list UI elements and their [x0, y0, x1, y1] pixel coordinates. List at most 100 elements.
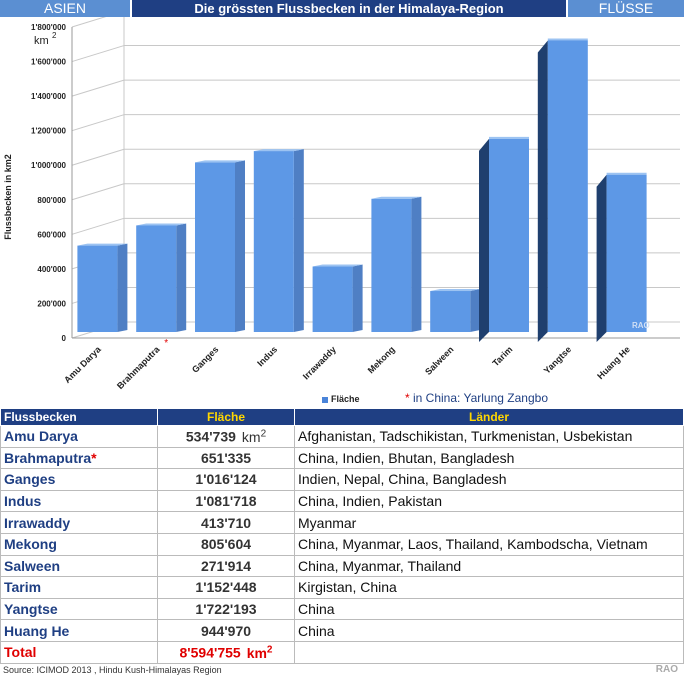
chart-watermark: RAO	[632, 321, 650, 330]
bar-top	[489, 136, 529, 139]
y-tick-label: 1'200'000	[31, 127, 67, 136]
watermark: RAO	[655, 664, 678, 675]
x-tick-label: Ganges	[190, 344, 220, 374]
area-value: 944'970	[200, 622, 252, 639]
area-value: 1'722'193	[195, 601, 257, 618]
area-cell: 944'970	[157, 619, 295, 642]
area-value: 271'914	[200, 557, 252, 574]
bar-top	[195, 160, 245, 163]
area-value: 1'016'124	[195, 471, 257, 488]
total-countries	[294, 640, 684, 664]
bar-chart: 0 200'000 400'000 600'000 800'000 1'000'000 1'…	[3, 17, 680, 391]
area-cell: 805'604	[157, 532, 295, 556]
river-name: Amu Darya	[4, 428, 78, 445]
river-name: Yangtse	[4, 601, 58, 618]
x-tick-label: Mekong	[366, 344, 397, 375]
countries-cell: Myanmar	[294, 511, 684, 534]
x-tick-label: Salween	[423, 344, 456, 377]
data-table: Flussbecken Fläche Länder Amu Darya 534'7…	[0, 408, 684, 664]
area-value: 413'710	[200, 514, 252, 531]
bar-top	[136, 223, 187, 226]
area-unit: km2	[241, 427, 267, 445]
bar-side	[411, 196, 422, 332]
footnote-marker: *	[164, 338, 168, 349]
unit-sup: 2	[260, 427, 267, 439]
bar	[312, 266, 353, 332]
river-name-cell: Brahmaputra*	[0, 446, 158, 470]
area-cell: 271'914	[157, 554, 295, 578]
area-cell: 1'722'193	[157, 597, 295, 621]
river-name-cell: Irrawaddy	[0, 511, 158, 534]
river-name: Irrawaddy	[4, 514, 71, 531]
river-name-cell: Mekong	[0, 532, 158, 556]
x-tick-label: Brahmaputra	[115, 344, 162, 391]
gridline-perspective	[71, 217, 125, 235]
y-tick-label: 1'000'000	[31, 161, 67, 170]
gridline-perspective	[71, 114, 125, 132]
gridline-perspective	[71, 45, 125, 63]
table-header-row: Flussbecken Fläche Länder	[0, 408, 684, 426]
x-tick-label: Tarim	[490, 344, 514, 368]
bar-top	[547, 38, 588, 41]
river-name-cell: Indus	[0, 489, 158, 513]
table-row: Yangtse 1'722'193 China	[0, 597, 684, 621]
bar-side	[470, 289, 481, 332]
y-axis-title: Flussbecken in km2	[3, 154, 13, 240]
bar	[253, 151, 294, 332]
unit-sup: 2	[52, 31, 57, 40]
y-tick-label: 1'400'000	[31, 92, 67, 101]
unit-text: km	[241, 428, 261, 445]
table-row: Irrawaddy 413'710 Myanmar	[0, 511, 684, 534]
bar-side	[352, 264, 363, 332]
bar-top	[312, 264, 363, 267]
area-value: 534'739	[185, 428, 236, 445]
y-tick-label: 800'000	[37, 196, 66, 205]
countries-cell: China, Myanmar, Laos, Thailand, Kambodsc…	[294, 532, 684, 556]
river-name-cell: Ganges	[0, 468, 158, 491]
countries-cell: China, Indien, Bhutan, Bangladesh	[294, 446, 684, 470]
bar-top	[606, 172, 647, 175]
x-tick-label: Yangtse	[542, 344, 573, 375]
unit-label: km	[34, 35, 49, 47]
bar-side	[596, 174, 607, 342]
bar	[195, 162, 235, 332]
river-name-cell: Amu Darya	[0, 425, 158, 448]
area-cell: 1'081'718	[157, 489, 295, 513]
y-tick-label: 200'000	[37, 299, 66, 308]
bar	[371, 198, 412, 332]
x-tick-label: Amu Darya	[62, 344, 103, 385]
y-tick-label: 0	[62, 334, 67, 343]
area-cell: 1'152'448	[157, 576, 295, 599]
chart-legend: Fläche	[322, 394, 360, 404]
table-total-row: Total 8'594'755 km2	[0, 640, 684, 664]
total-area: 8'594'755	[179, 644, 241, 661]
footnote-text: in China: Yarlung Zangbo	[409, 391, 548, 405]
bar-top	[77, 243, 128, 246]
table-row: Amu Darya 534'739 km2 Afghanistan, Tadschik…	[0, 425, 684, 448]
river-name: Indus	[4, 493, 42, 510]
y-tick-label: 400'000	[37, 265, 66, 274]
source-note: Source: ICIMOD 2013 , Hindu Kush-Himalay…	[3, 665, 222, 675]
footnote-star: *	[405, 391, 410, 405]
legend-swatch	[322, 396, 328, 403]
bar-side	[235, 160, 245, 332]
column-header-river: Flussbecken	[0, 408, 158, 426]
total-unit: km2	[247, 644, 273, 661]
area-cell: 1'016'124	[157, 468, 295, 491]
bar-side	[537, 40, 548, 342]
x-tick-label: Indus	[255, 344, 279, 368]
bar-side	[479, 138, 489, 342]
river-name: Brahmaputra	[4, 449, 92, 466]
table-row: Brahmaputra* 651'335 China, Indien, Bhutan…	[0, 446, 684, 470]
area-cell: 534'739 km2	[157, 425, 295, 448]
area-value: 805'604	[200, 536, 252, 553]
countries-cell: Kirgistan, China	[294, 576, 684, 599]
bar	[547, 40, 588, 332]
bar-side	[176, 223, 187, 332]
legend-label: Fläche	[331, 394, 360, 404]
bar-top	[371, 196, 422, 199]
river-name: Salween	[4, 557, 61, 574]
footnote: * in China: Yarlung Zangbo	[405, 391, 548, 405]
table-row: Tarim 1'152'448 Kirgistan, China	[0, 576, 684, 599]
gridline-perspective	[71, 17, 107, 28]
